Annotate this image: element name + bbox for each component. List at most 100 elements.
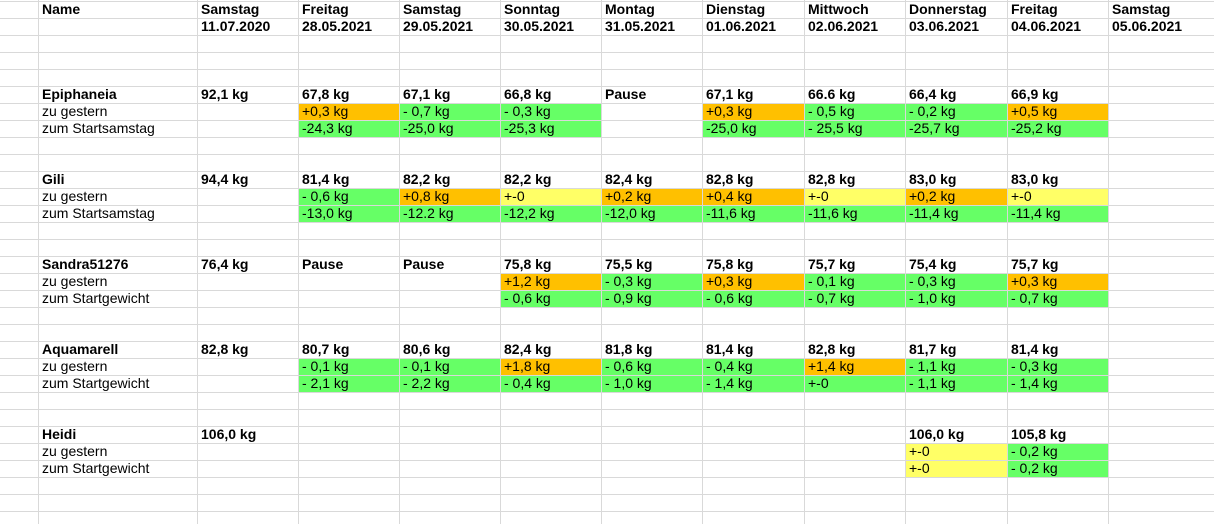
weight-cell[interactable]: 81,4 kg (706, 342, 754, 357)
diff-cell[interactable]: +-0 (501, 189, 601, 205)
person-name[interactable]: Epiphaneia (42, 87, 117, 102)
weight-cell[interactable]: 82,8 kg (808, 342, 856, 357)
weight-cell[interactable]: 75,8 kg (706, 257, 754, 272)
diff-cell[interactable]: +-0 (1008, 189, 1108, 205)
row-label[interactable]: zu gestern (42, 189, 108, 204)
weight-cell[interactable]: 81,4 kg (1011, 342, 1059, 357)
row-label[interactable]: zu gestern (42, 444, 108, 459)
weight-cell[interactable]: 106,0 kg (201, 427, 257, 442)
weight-cell[interactable]: 75,5 kg (605, 257, 653, 272)
diff-cell[interactable]: - 0,1 kg (805, 274, 905, 290)
diff-cell[interactable]: -25,0 kg (703, 121, 804, 137)
header-weekday[interactable]: Freitag (302, 2, 349, 17)
diff-cell[interactable]: - 0,2 kg (1008, 444, 1108, 460)
weight-cell[interactable]: 83,0 kg (1011, 172, 1059, 187)
diff-cell[interactable]: - 0,3 kg (906, 274, 1007, 290)
diff-cell[interactable]: - 1,4 kg (1008, 376, 1108, 392)
header-date[interactable]: 03.06.2021 (909, 19, 980, 34)
weight-cell[interactable]: 82,2 kg (504, 172, 552, 187)
diff-cell[interactable]: -11,4 kg (906, 206, 1007, 222)
weight-cell[interactable]: 67,1 kg (706, 87, 754, 102)
diff-cell[interactable]: -12,2 kg (501, 206, 601, 222)
header-weekday[interactable]: Montag (605, 2, 655, 17)
row-label[interactable]: zu gestern (42, 359, 108, 374)
person-name[interactable]: Heidi (42, 427, 77, 442)
header-date[interactable]: 30.05.2021 (504, 19, 575, 34)
diff-cell[interactable]: - 0,4 kg (703, 359, 804, 375)
diff-cell[interactable]: - 2,1 kg (299, 376, 399, 392)
weight-cell[interactable]: Pause (605, 87, 647, 102)
diff-cell[interactable]: - 0,9 kg (602, 291, 702, 307)
diff-cell[interactable]: +0,8 kg (400, 189, 500, 205)
header-date[interactable]: 02.06.2021 (808, 19, 879, 34)
header-weekday[interactable]: Mittwoch (808, 2, 869, 17)
diff-cell[interactable]: -11,6 kg (703, 206, 804, 222)
row-label[interactable]: zu gestern (42, 104, 108, 119)
diff-cell[interactable]: -13,0 kg (299, 206, 399, 222)
diff-cell[interactable]: +-0 (906, 444, 1007, 460)
diff-cell[interactable]: -12.2 kg (400, 206, 500, 222)
weight-cell[interactable]: 75,7 kg (1011, 257, 1059, 272)
diff-cell[interactable]: - 1,0 kg (602, 376, 702, 392)
diff-cell[interactable]: -25,3 kg (501, 121, 601, 137)
header-date[interactable]: 05.06.2021 (1112, 19, 1183, 34)
diff-cell[interactable]: -25,7 kg (906, 121, 1007, 137)
diff-cell[interactable]: - 1,4 kg (703, 376, 804, 392)
weight-cell[interactable]: 82,4 kg (605, 172, 653, 187)
header-date[interactable]: 31.05.2021 (605, 19, 676, 34)
diff-cell[interactable]: +0,3 kg (703, 104, 804, 120)
weight-cell[interactable]: 67,1 kg (403, 87, 451, 102)
diff-cell[interactable]: +1,4 kg (805, 359, 905, 375)
weight-cell[interactable]: 82,4 kg (504, 342, 552, 357)
diff-cell[interactable]: +-0 (805, 189, 905, 205)
weight-cell[interactable]: 83,0 kg (909, 172, 957, 187)
diff-cell[interactable]: +0,2 kg (602, 189, 702, 205)
header-date[interactable]: 04.06.2021 (1011, 19, 1082, 34)
diff-cell[interactable]: +0,3 kg (1008, 274, 1108, 290)
diff-cell[interactable]: -11,6 kg (805, 206, 905, 222)
weight-cell[interactable]: 106,0 kg (909, 427, 965, 442)
diff-cell[interactable]: -25,0 kg (400, 121, 500, 137)
person-name[interactable]: Aquamarell (42, 342, 119, 357)
weight-cell[interactable]: 82,2 kg (403, 172, 451, 187)
diff-cell[interactable]: +-0 (805, 376, 905, 392)
diff-cell[interactable]: +1,2 kg (501, 274, 601, 290)
header-date[interactable]: 01.06.2021 (706, 19, 777, 34)
diff-cell[interactable]: - 0,2 kg (906, 104, 1007, 120)
weight-cell[interactable]: 67,8 kg (302, 87, 350, 102)
diff-cell[interactable]: - 0,4 kg (501, 376, 601, 392)
weight-cell[interactable]: 81,7 kg (909, 342, 957, 357)
header-date[interactable]: 29.05.2021 (403, 19, 474, 34)
diff-cell[interactable]: +0,3 kg (299, 104, 399, 120)
diff-cell[interactable]: - 0,7 kg (1008, 291, 1108, 307)
row-label[interactable]: zu gestern (42, 274, 108, 289)
header-weekday[interactable]: Freitag (1011, 2, 1058, 17)
weight-cell[interactable]: 105,8 kg (1011, 427, 1067, 442)
weight-cell[interactable]: 82,8 kg (201, 342, 249, 357)
diff-cell[interactable]: - 0,7 kg (805, 291, 905, 307)
weight-cell[interactable]: 80,6 kg (403, 342, 451, 357)
weight-cell[interactable]: 66.6 kg (808, 87, 856, 102)
header-weekday[interactable]: Samstag (403, 2, 462, 17)
diff-cell[interactable]: - 0,3 kg (602, 274, 702, 290)
diff-cell[interactable]: -12,0 kg (602, 206, 702, 222)
header-name-label[interactable]: Name (42, 2, 81, 17)
weight-cell[interactable]: 75,7 kg (808, 257, 856, 272)
row-label[interactable]: zum Startgewicht (42, 376, 150, 391)
diff-cell[interactable]: - 0,3 kg (501, 104, 601, 120)
diff-cell[interactable]: +0,3 kg (703, 274, 804, 290)
diff-cell[interactable]: +0,2 kg (906, 189, 1007, 205)
header-weekday[interactable]: Sonntag (504, 2, 560, 17)
diff-cell[interactable]: - 1,1 kg (906, 359, 1007, 375)
diff-cell[interactable]: - 0,2 kg (1008, 461, 1108, 477)
diff-cell[interactable]: - 0,1 kg (299, 359, 399, 375)
diff-cell[interactable]: - 25,5 kg (805, 121, 905, 137)
weight-cell[interactable]: 82,8 kg (706, 172, 754, 187)
weight-cell[interactable]: 94,4 kg (201, 172, 249, 187)
weight-cell[interactable]: 75,8 kg (504, 257, 552, 272)
diff-cell[interactable]: - 0,6 kg (703, 291, 804, 307)
diff-cell[interactable]: +1,8 kg (501, 359, 601, 375)
diff-cell[interactable]: - 0,5 kg (805, 104, 905, 120)
diff-cell[interactable]: - 0,6 kg (501, 291, 601, 307)
weight-cell[interactable]: 66,4 kg (909, 87, 957, 102)
